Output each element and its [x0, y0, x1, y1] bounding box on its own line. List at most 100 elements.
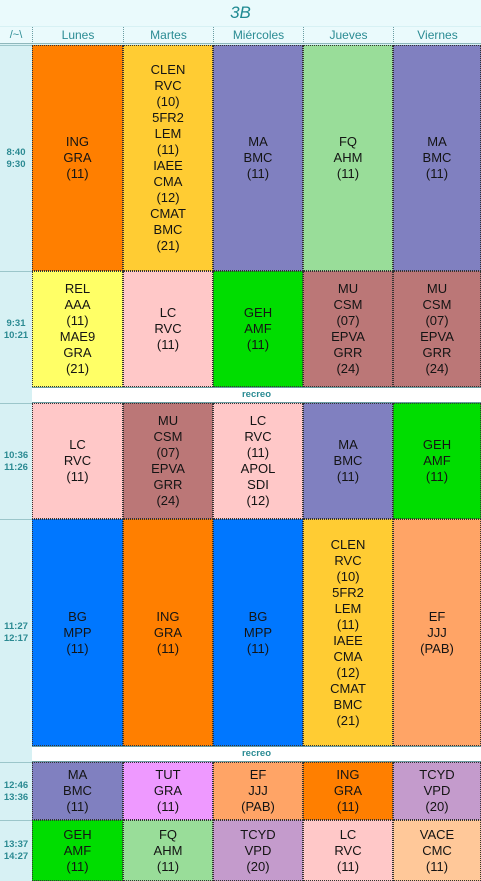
lesson-line: CMA — [333, 648, 363, 664]
period-time-1: 8:40 9:30 — [0, 45, 32, 271]
lesson-line: (PAB) — [420, 640, 454, 656]
lesson-line: (11) — [156, 142, 180, 157]
lesson-line: CSM — [153, 429, 183, 444]
lesson-line: (24) — [336, 361, 360, 376]
period-start: 8:40 — [6, 146, 26, 158]
period-end: 11:26 — [4, 461, 28, 473]
lesson-line: 5FR2 — [152, 110, 184, 125]
period-end: 10:21 — [3, 329, 29, 341]
lesson-line: BMC — [63, 783, 92, 798]
lesson-line: TUT — [155, 767, 181, 782]
day-header-miercoles: Miércoles — [213, 27, 303, 44]
lesson-cell: EF JJJ (PAB) — [393, 519, 481, 746]
lesson-cell: BG MPP (11) — [32, 519, 123, 746]
lesson-line: VACE — [419, 826, 455, 842]
lesson-line: (11) — [66, 799, 89, 814]
lesson-line: CMAT — [150, 206, 186, 221]
lesson-line: BG — [68, 608, 87, 624]
lesson-line: BMC — [153, 222, 183, 237]
lesson-line: FQ — [158, 826, 178, 842]
timetable-title: 3B — [0, 0, 481, 26]
lesson-line: (20) — [425, 799, 449, 814]
lesson-line: MA — [338, 437, 358, 452]
lesson-line: SDI — [247, 477, 269, 492]
lesson-line: GRA — [153, 783, 183, 798]
lesson-line: (11) — [156, 799, 180, 814]
break-gutter — [0, 387, 32, 403]
lesson-line: (11) — [246, 166, 270, 181]
lesson-line: MA — [67, 767, 88, 782]
lesson-cell: MA BMC (11) — [393, 45, 481, 271]
lesson-line: GEH — [422, 437, 452, 452]
lesson-line: (PAB) — [241, 799, 275, 814]
lesson-line: VPD — [423, 783, 451, 798]
lesson-line: MAE9 — [59, 329, 96, 344]
lesson-line: (10) — [156, 94, 180, 109]
lesson-line: RVC — [154, 321, 182, 336]
lesson-line: (07) — [425, 313, 449, 328]
period-time-4: 11:27 12:17 — [0, 519, 32, 746]
lesson-line: (11) — [336, 616, 360, 632]
lesson-line: AHM — [153, 842, 183, 858]
lesson-cell: TUT GRA (11) — [123, 762, 213, 820]
lesson-line: GRR — [153, 477, 183, 492]
lesson-line: (11) — [336, 166, 360, 181]
lesson-line: JJJ — [427, 624, 447, 640]
lesson-line: (21) — [336, 712, 360, 728]
lesson-line: TCYD — [240, 826, 276, 842]
lesson-cell: MA BMC (11) — [32, 762, 123, 820]
period-end: 14:27 — [3, 851, 29, 862]
lesson-line: EPVA — [151, 461, 185, 476]
lesson-cell: GEH AMF (11) — [393, 403, 481, 519]
lesson-line: RVC — [334, 842, 362, 858]
lesson-cell: ING GRA (11) — [123, 519, 213, 746]
lesson-line: GRA — [63, 345, 92, 360]
lesson-cell: VACE CMC (11) — [393, 820, 481, 881]
period-start: 11:27 — [4, 621, 28, 632]
lesson-cell: REL AAA (11) MAE9 GRA (21) — [32, 271, 123, 387]
lesson-line: (11) — [66, 858, 89, 874]
lesson-line: JJJ — [248, 783, 268, 798]
lesson-line: BMC — [243, 150, 273, 165]
lesson-line: (11) — [66, 640, 89, 656]
lesson-line: (11) — [336, 858, 360, 874]
lesson-cell: LC RVC (11) — [123, 271, 213, 387]
lesson-line: (11) — [336, 469, 360, 484]
period-time-3: 10:36 11:26 — [0, 403, 32, 519]
lesson-line: (11) — [336, 799, 360, 814]
period-time-2: 9:31 10:21 — [0, 271, 32, 387]
lesson-line: 5FR2 — [332, 584, 364, 600]
break-gutter — [0, 746, 32, 762]
lesson-line: CSM — [422, 297, 452, 312]
lesson-line: AMF — [244, 321, 272, 336]
lesson-line: LC — [339, 826, 357, 842]
lesson-line: (11) — [246, 640, 270, 656]
lesson-line: CLEN — [150, 62, 186, 77]
period-time-6: 13:37 14:27 — [0, 820, 32, 881]
lesson-cell: LC RVC (11) — [303, 820, 393, 881]
lesson-line: IAEE — [153, 158, 183, 173]
period-start: 9:31 — [6, 317, 26, 329]
lesson-cell: EF JJJ (PAB) — [213, 762, 303, 820]
lesson-line: LC — [159, 305, 177, 320]
lesson-line: (21) — [156, 238, 180, 253]
lesson-cell: GEH AMF (11) — [32, 820, 123, 881]
lesson-cell: MU CSM (07) EPVA GRR (24) — [393, 271, 481, 387]
lesson-cell: GEH AMF (11) — [213, 271, 303, 387]
lesson-line: EF — [428, 608, 446, 624]
lesson-line: AAA — [64, 297, 91, 312]
lesson-line: (12) — [246, 493, 270, 508]
lesson-line: BMC — [333, 696, 363, 712]
lesson-line: (10) — [336, 568, 360, 584]
lesson-line: MPP — [63, 624, 92, 640]
period-start: 10:36 — [3, 449, 29, 461]
lesson-cell: CLEN RVC (10) 5FR2 LEM (11) IAEE CMA (12) CMAT BMC… — [303, 519, 393, 746]
lesson-line: (11) — [66, 166, 89, 181]
lesson-line: ING — [156, 608, 180, 624]
break-band-2: recreo — [32, 746, 481, 762]
lesson-cell: FQ AHM (11) — [123, 820, 213, 881]
lesson-cell: ING GRA (11) — [303, 762, 393, 820]
lesson-line: BMC — [422, 150, 452, 165]
lesson-line: CMA — [153, 174, 183, 189]
period-end: 9:30 — [6, 158, 26, 170]
